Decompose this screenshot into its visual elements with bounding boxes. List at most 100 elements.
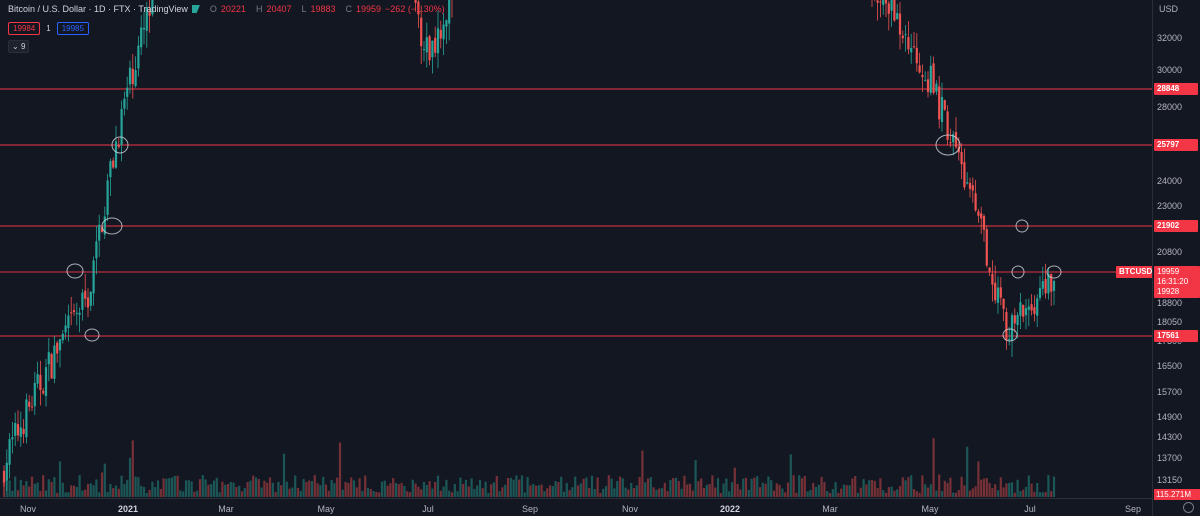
volume-bar xyxy=(22,485,25,497)
candle-body xyxy=(422,49,426,51)
candle-body xyxy=(935,83,938,92)
volume-bar xyxy=(1041,492,1044,497)
symbol-title[interactable]: Bitcoin / U.S. Dollar · 1D · FTX · Tradi… xyxy=(8,4,188,14)
volume-bar xyxy=(439,490,442,497)
price-axis[interactable]: USD 32000 30000 28000 24000 23000 20800 18800 1… xyxy=(1152,0,1200,498)
candle-body xyxy=(92,260,95,294)
volume-bar xyxy=(971,488,974,497)
candle-body xyxy=(1024,308,1028,316)
volume-bar xyxy=(851,478,854,497)
volume-bar xyxy=(75,486,78,497)
time-label: Sep xyxy=(521,504,539,514)
touch-point-circle xyxy=(935,134,961,156)
candle-body xyxy=(988,267,991,272)
volume-bar xyxy=(960,476,963,497)
volume-bar xyxy=(92,485,95,497)
volume-bar xyxy=(187,480,190,497)
volume-bar xyxy=(616,481,619,497)
volume-bar xyxy=(473,488,476,497)
volume-bar xyxy=(532,484,535,497)
volume-bar xyxy=(702,487,706,497)
volume-bar xyxy=(1033,491,1036,497)
candle-body xyxy=(1013,315,1016,324)
volume-bar xyxy=(414,483,417,497)
volume-bar xyxy=(784,492,787,497)
volume-bar xyxy=(621,478,624,497)
volume-bar xyxy=(543,491,546,497)
volume-bar xyxy=(999,477,1002,497)
candle-body xyxy=(929,65,932,93)
volume-bar xyxy=(753,477,756,497)
price-tick: 18050 xyxy=(1157,317,1183,327)
volume-bar xyxy=(338,442,342,497)
chart-area[interactable] xyxy=(0,0,1152,498)
candle-body xyxy=(89,291,92,306)
sell-button[interactable]: 19984 xyxy=(8,22,41,35)
candle-body xyxy=(943,100,946,110)
volume-bar xyxy=(770,480,773,497)
volume-bar xyxy=(397,484,400,497)
time-label: May xyxy=(317,504,335,514)
close-label: C xyxy=(345,4,353,14)
horizontal-level-tag[interactable]: 17561 xyxy=(1154,330,1198,342)
volume-bar xyxy=(842,484,846,497)
volume-bar xyxy=(467,486,470,497)
volume-bar xyxy=(660,488,664,497)
volume-bar xyxy=(302,479,305,497)
volume-bar xyxy=(940,490,944,497)
volume-bar xyxy=(952,492,955,497)
candle-body xyxy=(439,29,442,39)
volume-bar xyxy=(800,478,804,497)
currency-label[interactable]: USD xyxy=(1159,4,1179,14)
volume-bar xyxy=(795,492,798,497)
volume-bar xyxy=(56,492,59,497)
candle-body xyxy=(28,401,31,407)
time-axis[interactable]: Nov 2021 Mar May Jul Sep Nov 2022 Mar May Jul Sep xyxy=(0,498,1152,516)
candle-body xyxy=(106,180,109,215)
price-tick: 14900 xyxy=(1157,412,1183,422)
volume-bar xyxy=(355,487,358,497)
volume-bar xyxy=(408,492,412,497)
horizontal-level-tag[interactable]: 25797 xyxy=(1154,139,1198,151)
volume-bar xyxy=(165,478,168,497)
volume-bar xyxy=(1005,483,1008,497)
candle-body xyxy=(1030,304,1033,311)
volume-bar xyxy=(274,492,277,497)
candle-body xyxy=(33,382,36,407)
candle-body xyxy=(145,7,148,31)
volume-bar xyxy=(1036,482,1039,497)
volume-bar xyxy=(761,482,764,497)
candle-body xyxy=(126,87,129,97)
volume-bar xyxy=(985,478,988,497)
volume-bar xyxy=(669,480,672,497)
volume-bar xyxy=(173,475,176,497)
settings-gear-icon[interactable] xyxy=(1183,502,1194,513)
horizontal-level-tag[interactable]: 28848 xyxy=(1154,83,1198,95)
horizontal-level-tag[interactable]: 21902 xyxy=(1154,220,1198,232)
volume-bar xyxy=(562,491,566,497)
indicators-toggle-button[interactable]: ⌄ 9 xyxy=(8,40,30,53)
volume-bar xyxy=(372,491,375,497)
buy-button[interactable]: 19985 xyxy=(56,22,89,35)
price-tick: 13150 xyxy=(1157,475,1183,485)
volume-bar xyxy=(1010,482,1014,497)
volume-bar xyxy=(266,482,269,497)
volume-bar xyxy=(526,477,529,497)
volume-bar xyxy=(294,475,297,497)
time-label: May xyxy=(921,504,939,514)
close-value: 19959 xyxy=(356,4,382,14)
volume-bar xyxy=(369,489,372,497)
volume-bar xyxy=(1030,483,1033,497)
volume-bar xyxy=(383,480,386,497)
volume-bar xyxy=(417,486,420,497)
volume-bar xyxy=(719,492,722,497)
touch-point-circle xyxy=(1046,265,1062,279)
volume-bar xyxy=(39,491,42,497)
volume-bar xyxy=(358,478,361,497)
volume-bar xyxy=(599,492,602,497)
candle-body xyxy=(963,162,966,188)
price-chart[interactable] xyxy=(0,0,1152,498)
candle-body xyxy=(16,424,20,436)
volume-bar xyxy=(344,481,347,497)
candle-body xyxy=(436,28,440,54)
